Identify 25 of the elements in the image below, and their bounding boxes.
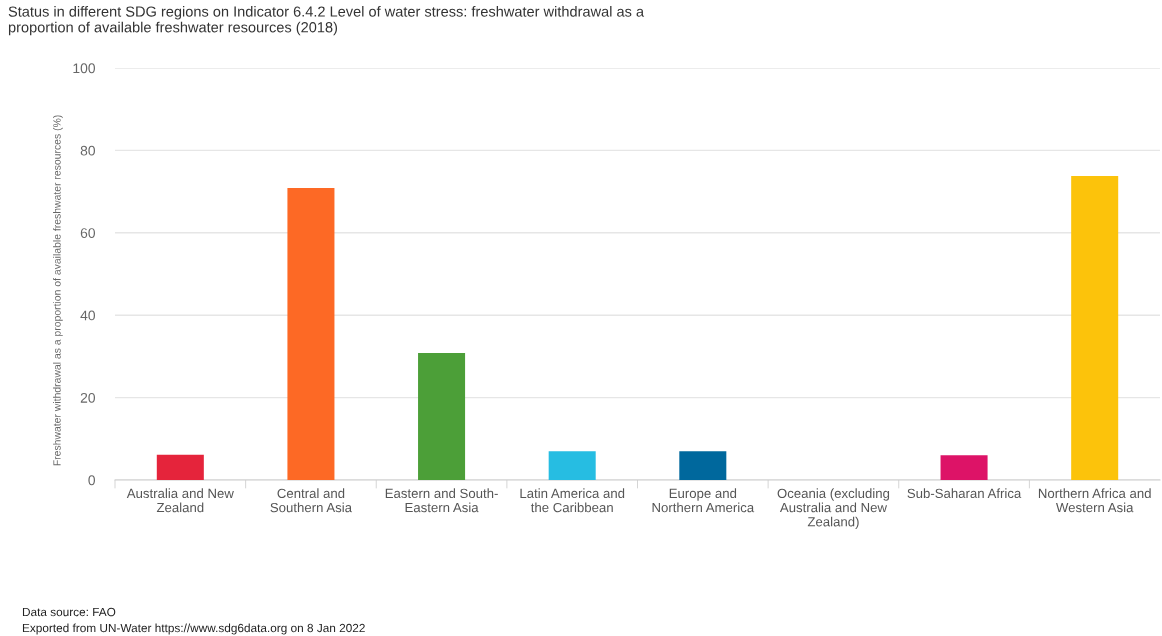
y-tick-label: 0 — [88, 475, 96, 486]
bar — [1071, 175, 1119, 480]
bar — [418, 353, 466, 480]
y-axis-title: Freshwater withdrawal as a proportion of available freshwater resources (%) — [53, 115, 63, 466]
x-tick-label: Oceania (excluding Australia and New Zealand) — [777, 488, 890, 530]
y-tick-label: 80 — [80, 145, 96, 156]
bar — [548, 451, 596, 480]
x-tick-label: Latin America and the Caribbean — [520, 488, 625, 513]
y-tick-label: 100 — [73, 63, 96, 74]
bar — [287, 187, 335, 480]
x-tick-label: Sub-Saharan Africa — [907, 488, 1022, 499]
y-tick-label: 60 — [80, 228, 96, 238]
chart-title: Status in different SDG regions on Indicator 6.4.2 Level of water stress: freshwater withdrawal as a proportion of available freshwater resources (2018) — [8, 6, 645, 36]
x-tick-label: Northern Africa and Western Asia — [1038, 488, 1151, 513]
x-tick-label: Australia and New Zealand — [126, 488, 234, 513]
x-tick-label: Europe and Northern America — [652, 488, 755, 513]
y-tick-label: 40 — [80, 310, 96, 321]
x-tick-label: Central and Southern Asia — [270, 488, 353, 513]
y-tick-label: 20 — [80, 392, 96, 403]
x-tick-label: Eastern and South- Eastern Asia — [385, 488, 498, 513]
text: Exported from UN-Water https://www.sdg6data.org on 8 Jan 2022 — [22, 623, 365, 635]
source-note: Data source: FAO — [22, 607, 116, 617]
bar — [156, 454, 204, 480]
bar — [940, 455, 988, 480]
bar — [679, 451, 727, 480]
